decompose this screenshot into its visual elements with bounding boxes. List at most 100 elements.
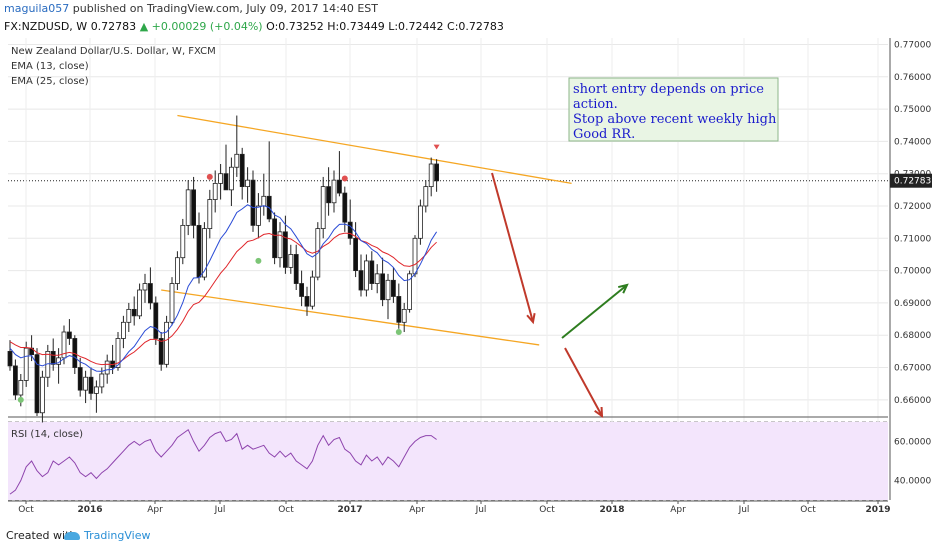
price-tick-label: 0.77000 [894, 40, 931, 50]
candle [417, 199, 423, 245]
price-tick-label: 0.69000 [894, 299, 931, 309]
projection-arrows[interactable] [491, 172, 629, 419]
candle-body [131, 308, 137, 317]
candle-body [218, 173, 224, 184]
annotation-box[interactable]: short entry depends on price action. Sto… [568, 77, 779, 142]
candle [50, 338, 56, 371]
candle-body [396, 296, 402, 323]
candle [180, 218, 186, 265]
candle-body [121, 321, 126, 339]
down-arrow-long-shaft [564, 347, 603, 417]
candle [396, 283, 402, 329]
candle-body [61, 331, 67, 359]
candle-body [174, 257, 180, 284]
candle-body [412, 237, 418, 275]
time-tick-label: Apr [147, 505, 163, 515]
price-tick-label: 0.66000 [894, 396, 931, 406]
candle [336, 151, 342, 197]
candle-body [326, 186, 332, 204]
last-price-tag-label: 0.72783 [894, 177, 931, 187]
legend-instrument: New Zealand Dollar/U.S. Dollar, W, FXCM [11, 46, 216, 57]
candle [147, 267, 153, 310]
tradingview-logo[interactable]: TradingView [64, 529, 150, 542]
candle [288, 244, 294, 274]
channel-lower-line [161, 289, 540, 346]
candle-body [40, 376, 45, 414]
price-tick-label: 0.72000 [894, 202, 931, 212]
change-text: +0.00029 (+0.04%) [151, 20, 263, 33]
candle-body [434, 163, 440, 182]
change-value: ▲ +0.00029 (+0.04%) [139, 20, 263, 33]
time-tick-label: 2016 [77, 505, 102, 515]
time-tick-label: Jul [738, 505, 750, 515]
candle [126, 302, 132, 332]
candle-body [99, 373, 105, 388]
author-link[interactable]: maguila057 [4, 2, 70, 15]
candle [385, 273, 391, 320]
candle [401, 302, 407, 332]
candle-body [390, 279, 396, 297]
rsi-line [9, 428, 437, 495]
time-tick-label: Jul [214, 505, 226, 515]
candle-body [196, 224, 202, 278]
candle [34, 348, 40, 416]
candle-body [428, 163, 434, 188]
rsi-tick-label: 60.0000 [894, 437, 931, 447]
candle [153, 296, 159, 345]
candle [67, 319, 72, 345]
annotation-line-1: short entry depends on price [573, 82, 764, 97]
channel-lines[interactable] [161, 114, 572, 346]
candle [137, 283, 143, 320]
price-tick-label: 0.67000 [894, 364, 931, 374]
candle [353, 222, 359, 278]
down-arrow-long [564, 347, 604, 419]
price-tick-label: 0.76000 [894, 73, 931, 83]
candle-body [83, 376, 88, 391]
candle [191, 176, 197, 239]
high-triangle-marker [433, 144, 440, 150]
ema13-line [9, 204, 438, 372]
candle-body [401, 308, 407, 323]
candle [83, 370, 88, 404]
annotation-box-bg [568, 77, 779, 142]
candle [363, 254, 369, 297]
time-tick-label: Apr [670, 505, 686, 515]
annotation-line-4: Good RR. [573, 127, 635, 142]
candle-body [191, 189, 197, 226]
candle [121, 315, 126, 349]
candle [304, 286, 310, 316]
time-tick-label: 2018 [599, 505, 624, 515]
candle-body [50, 350, 56, 365]
candle [196, 212, 202, 284]
candle [142, 273, 148, 303]
legend-ema13: EMA (13, close) [11, 61, 89, 72]
rsi-label: RSI (14, close) [11, 429, 83, 440]
price-tick-label: 0.70000 [894, 267, 931, 277]
price-tick-label: 0.68000 [894, 331, 931, 341]
candle-body [245, 179, 251, 188]
price-chart[interactable]: 0.770000.760000.750000.740000.730000.720… [0, 38, 932, 518]
symbol-label: FX:NZDUSD, W [4, 20, 88, 33]
signal-markers [17, 144, 440, 403]
candle-body [304, 296, 310, 307]
candle [309, 270, 315, 310]
candle-body [158, 338, 164, 365]
candle-body [363, 260, 369, 291]
down-arrow-short [491, 172, 536, 325]
rsi-band-fill [8, 421, 888, 500]
candle-body [293, 254, 299, 284]
down-arrow-long-head [594, 406, 604, 419]
price-tick-label: 0.71000 [894, 234, 931, 244]
ema-lines [9, 204, 438, 372]
time-tick-label: 2019 [865, 505, 890, 515]
candle-body [147, 283, 153, 304]
candle-body [277, 231, 283, 259]
candle-body [407, 273, 413, 310]
candle [250, 170, 256, 232]
footer: Created with TradingView [0, 521, 932, 550]
candle [423, 180, 429, 213]
candle-body [272, 218, 278, 259]
candle-body [180, 224, 186, 259]
last-price-value: 0.72783 [90, 20, 137, 33]
candle [164, 315, 170, 368]
